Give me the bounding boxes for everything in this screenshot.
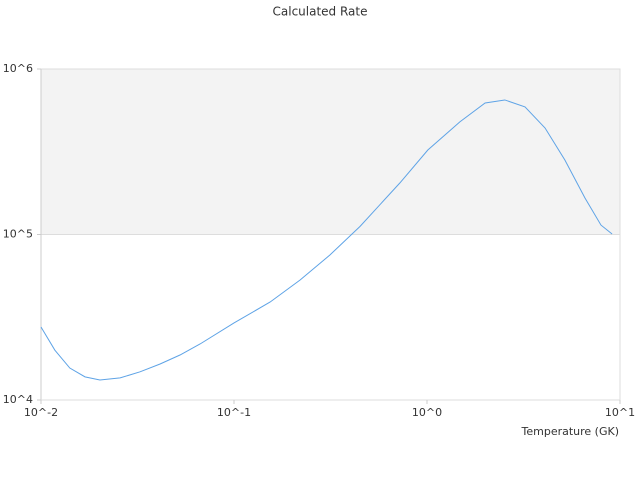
x-tick-label: 10^-2: [24, 406, 58, 419]
y-tick-label: 10^4: [3, 393, 33, 406]
chart-title: Calculated Rate: [273, 5, 368, 19]
line-series: [40, 99, 613, 381]
x-tick-label: 10^0: [412, 406, 442, 419]
y-tick-label: 10^6: [3, 62, 33, 75]
x-axis-label: Temperature (GK): [521, 425, 620, 438]
highlight-band: [40, 68, 621, 235]
x-tick-label: 10^1: [605, 406, 635, 419]
x-tick-label: 10^-1: [217, 406, 251, 419]
y-tick-label: 10^5: [3, 228, 33, 241]
